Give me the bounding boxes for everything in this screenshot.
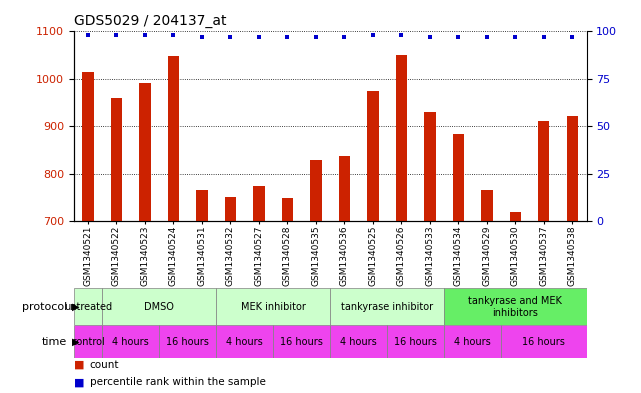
Bar xyxy=(387,325,444,358)
Text: 16 hours: 16 hours xyxy=(394,336,437,347)
Bar xyxy=(102,288,216,325)
Point xyxy=(396,32,406,39)
Point xyxy=(538,34,549,40)
Text: ■: ■ xyxy=(74,360,84,369)
Point xyxy=(225,34,235,40)
Text: protocol: protocol xyxy=(22,302,67,312)
Bar xyxy=(330,325,387,358)
Bar xyxy=(444,325,501,358)
Bar xyxy=(82,72,94,221)
Point xyxy=(140,32,150,39)
Bar xyxy=(253,185,265,221)
Text: time: time xyxy=(42,336,67,347)
Text: 4 hours: 4 hours xyxy=(226,336,263,347)
Point xyxy=(311,34,321,40)
Point xyxy=(567,34,578,40)
Bar xyxy=(501,325,587,358)
Bar xyxy=(273,325,330,358)
Bar xyxy=(453,134,464,221)
Text: 16 hours: 16 hours xyxy=(280,336,323,347)
Bar xyxy=(216,288,330,325)
Point xyxy=(197,34,207,40)
Bar xyxy=(102,325,159,358)
Bar xyxy=(139,83,151,221)
Text: tankyrase and MEK
inhibitors: tankyrase and MEK inhibitors xyxy=(469,296,562,318)
Text: 4 hours: 4 hours xyxy=(112,336,149,347)
Text: 4 hours: 4 hours xyxy=(454,336,491,347)
Text: ■: ■ xyxy=(74,377,84,387)
Text: 4 hours: 4 hours xyxy=(340,336,377,347)
Point xyxy=(282,34,292,40)
Text: percentile rank within the sample: percentile rank within the sample xyxy=(90,377,265,387)
Bar xyxy=(567,116,578,221)
Point xyxy=(510,34,520,40)
Point xyxy=(453,34,463,40)
Bar xyxy=(281,198,293,221)
Text: ▶: ▶ xyxy=(72,336,79,347)
Point xyxy=(425,34,435,40)
Bar xyxy=(510,212,521,221)
Bar xyxy=(111,98,122,221)
Text: GDS5029 / 204137_at: GDS5029 / 204137_at xyxy=(74,14,226,28)
Bar xyxy=(196,191,208,221)
Point xyxy=(254,34,264,40)
Point xyxy=(339,34,349,40)
Bar xyxy=(330,288,444,325)
Text: tankyrase inhibitor: tankyrase inhibitor xyxy=(341,302,433,312)
Text: count: count xyxy=(90,360,119,369)
Bar xyxy=(338,156,350,221)
Bar xyxy=(168,56,179,221)
Point xyxy=(83,32,93,39)
Bar xyxy=(481,191,492,221)
Text: MEK inhibitor: MEK inhibitor xyxy=(241,302,306,312)
Bar xyxy=(395,55,407,221)
Bar xyxy=(367,91,379,221)
Bar xyxy=(74,288,102,325)
Point xyxy=(481,34,492,40)
Bar xyxy=(216,325,273,358)
Bar xyxy=(225,196,236,221)
Bar xyxy=(424,112,435,221)
Text: ▶: ▶ xyxy=(72,302,79,312)
Point xyxy=(368,32,378,39)
Text: 16 hours: 16 hours xyxy=(522,336,565,347)
Point xyxy=(169,32,179,39)
Text: control: control xyxy=(71,336,105,347)
Bar xyxy=(310,160,322,221)
Text: 16 hours: 16 hours xyxy=(166,336,209,347)
Bar xyxy=(159,325,216,358)
Bar xyxy=(538,121,549,221)
Point xyxy=(112,32,122,39)
Text: DMSO: DMSO xyxy=(144,302,174,312)
Text: untreated: untreated xyxy=(64,302,112,312)
Bar xyxy=(444,288,587,325)
Bar xyxy=(74,325,102,358)
